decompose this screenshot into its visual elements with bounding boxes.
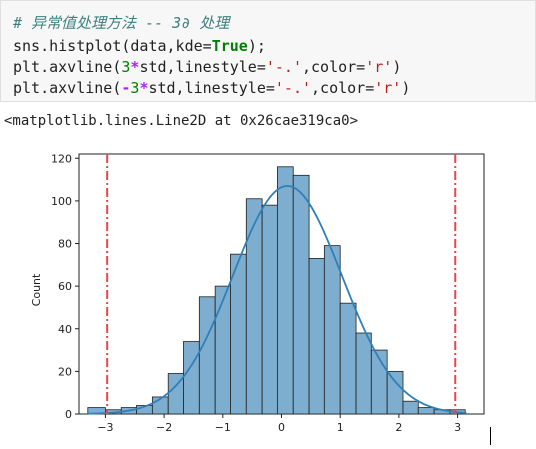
kde-curve-layer — [87, 185, 467, 415]
histogram-bar — [245, 198, 263, 415]
histogram-bar — [230, 253, 247, 415]
code-token: plt.axvline( — [13, 79, 122, 97]
y-tick-label: 40 — [58, 323, 72, 336]
code-operator: * — [130, 58, 140, 76]
histogram-plot: −3 −2 −1 0 1 2 3 0 20 40 60 80 100 120 Count — [30, 152, 485, 434]
code-string: '-.' — [274, 79, 312, 97]
code-number: 3 — [130, 79, 140, 97]
kde-curve — [87, 185, 467, 415]
code-token: ) — [401, 79, 411, 97]
histogram-bar — [308, 258, 325, 415]
histogram-bar — [355, 332, 372, 415]
code-token: sns.histplot(data,kde= — [13, 37, 212, 55]
y-tick-label: 0 — [65, 408, 72, 421]
code-number: 3 — [121, 58, 131, 76]
code-token: std,linestyle= — [148, 79, 275, 97]
code-line-1: sns.histplot(data,kde=True); — [13, 36, 266, 56]
y-tick-label: 100 — [51, 195, 72, 208]
code-comment-line: # 异常值处理方法 -- 3∂ 处理 — [13, 13, 229, 33]
axis-ticks: −3 −2 −1 0 1 2 3 0 20 40 60 80 100 120 — [51, 152, 461, 434]
histogram-bar — [339, 302, 357, 415]
x-tick-label: 1 — [337, 421, 344, 434]
histogram-bars — [87, 166, 466, 415]
x-tick-label: 0 — [278, 421, 285, 434]
y-tick-label: 60 — [58, 280, 72, 293]
code-string: 'r' — [374, 79, 402, 97]
threshold-lines — [106, 154, 457, 414]
code-token: std,linestyle= — [139, 58, 266, 76]
code-line-2: plt.axvline(3*std,linestyle='-.',color='… — [13, 57, 401, 77]
code-token: ) — [392, 58, 402, 76]
y-axis-label: Count — [30, 273, 43, 306]
text-cursor — [490, 427, 491, 445]
histogram-bar — [214, 285, 231, 415]
x-tick-label: −3 — [97, 421, 113, 434]
x-tick-label: 2 — [395, 421, 402, 434]
x-tick-label: 3 — [454, 421, 461, 434]
code-operator: * — [139, 79, 149, 97]
code-token: ,color= — [311, 79, 375, 97]
code-token: plt.axvline( — [13, 58, 122, 76]
histogram-bar — [198, 296, 216, 415]
code-comment: # 异常值处理方法 -- 3∂ 处理 — [13, 14, 230, 32]
histogram-bar — [261, 204, 278, 415]
x-tick-label: −1 — [215, 421, 231, 434]
code-token: ); — [247, 37, 266, 55]
code-operator: - — [121, 79, 131, 97]
code-token: ,color= — [302, 58, 366, 76]
y-tick-label: 20 — [58, 365, 72, 378]
histogram-bar — [276, 166, 294, 415]
histogram-bar — [323, 245, 341, 415]
code-string: 'r' — [365, 58, 393, 76]
code-keyword: True — [211, 37, 248, 55]
x-tick-label: −2 — [156, 421, 172, 434]
histogram-bar — [183, 341, 200, 415]
y-tick-label: 80 — [58, 238, 72, 251]
code-cell[interactable]: # 异常值处理方法 -- 3∂ 处理 sns.histplot(data,kde… — [0, 0, 536, 102]
cell-output-text: <matplotlib.lines.Line2D at 0x26cae319ca… — [4, 113, 359, 129]
histogram-bar — [402, 400, 419, 415]
histogram-bar — [386, 370, 404, 415]
code-line-3: plt.axvline(-3*std,linestyle='-.',color=… — [13, 78, 410, 98]
code-string: '-.' — [265, 58, 302, 76]
histogram-bar — [292, 174, 310, 415]
histogram-bar — [417, 407, 435, 415]
y-tick-label: 120 — [51, 152, 72, 165]
